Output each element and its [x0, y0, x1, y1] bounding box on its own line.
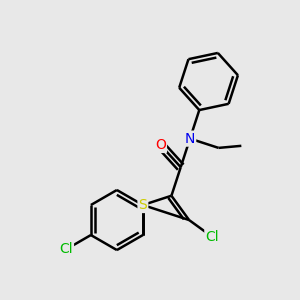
Text: Cl: Cl — [59, 242, 73, 256]
Text: O: O — [155, 138, 166, 152]
Text: Cl: Cl — [206, 230, 219, 244]
Text: S: S — [139, 198, 147, 212]
Text: N: N — [185, 132, 195, 145]
